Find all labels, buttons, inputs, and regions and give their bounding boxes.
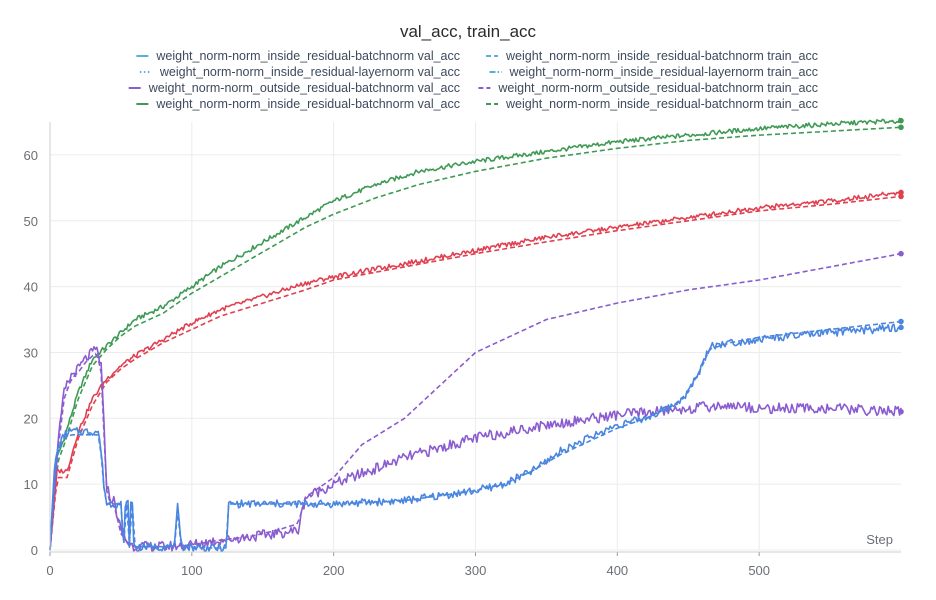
series-line — [49, 126, 902, 551]
y-tick-label: 40 — [24, 280, 38, 295]
x-tick-label: 100 — [181, 563, 203, 578]
series-line — [49, 346, 902, 553]
y-tick-label: 60 — [24, 148, 38, 163]
legend-item[interactable]: weight_norm-norm_inside_residual-batchno… — [486, 49, 818, 63]
series-end-point — [898, 124, 904, 131]
axes: 0 10 20 30 40 50 60 0 100 200 300 400 500 — [24, 122, 901, 578]
series-line — [49, 320, 902, 551]
series-end-point — [898, 117, 904, 124]
series-end-point — [898, 324, 904, 331]
x-tick-label: 500 — [748, 563, 770, 578]
series-line — [49, 190, 902, 551]
legend-label: weight_norm-norm_inside_residual-batchno… — [505, 97, 818, 111]
legend-item[interactable]: weight_norm-norm_inside_residual-batchno… — [136, 49, 460, 63]
legend-item[interactable]: weight_norm-norm_inside_residual-layerno… — [139, 65, 460, 79]
series-end-point — [898, 189, 904, 196]
series-line — [49, 195, 902, 551]
legend-item[interactable]: weight_norm-norm_outside_residual-batchn… — [478, 81, 818, 95]
x-tick-label: 200 — [323, 563, 345, 578]
legend-label: weight_norm-norm_outside_residual-batchn… — [497, 81, 818, 95]
x-tick-label: 400 — [606, 563, 628, 578]
series-end-point — [898, 250, 904, 257]
series-end-point — [898, 408, 904, 415]
legend: weight_norm-norm_inside_residual-batchno… — [128, 49, 818, 111]
series-line — [49, 117, 902, 551]
legend-label: weight_norm-norm_inside_residual-batchno… — [505, 49, 818, 63]
legend-label: weight_norm-norm_inside_residual-batchno… — [155, 97, 460, 111]
legend-item[interactable]: weight_norm-norm_inside_residual-layerno… — [489, 65, 818, 79]
y-tick-label: 30 — [24, 345, 38, 360]
series-group — [49, 117, 904, 553]
y-tick-label: 20 — [24, 411, 38, 426]
series-line — [49, 323, 902, 553]
y-tick-label: 10 — [24, 477, 38, 492]
y-tick-label: 50 — [24, 214, 38, 229]
y-tick-label: 0 — [31, 543, 38, 558]
legend-label: weight_norm-norm_inside_residual-layerno… — [509, 65, 818, 79]
series-end-point — [898, 193, 904, 200]
x-tick-label: 300 — [465, 563, 487, 578]
chart-title: val_acc, train_acc — [400, 22, 537, 41]
legend-label: weight_norm-norm_inside_residual-batchno… — [155, 49, 460, 63]
legend-label: weight_norm-norm_inside_residual-layerno… — [159, 65, 460, 79]
legend-label: weight_norm-norm_outside_residual-batchn… — [148, 81, 460, 95]
series-end-point — [898, 318, 904, 325]
x-axis-label: Step — [866, 532, 893, 547]
legend-item[interactable]: weight_norm-norm_inside_residual-batchno… — [136, 97, 460, 111]
legend-item[interactable]: weight_norm-norm_outside_residual-batchn… — [128, 81, 460, 95]
x-tick-label: 0 — [46, 563, 53, 578]
legend-item[interactable]: weight_norm-norm_inside_residual-batchno… — [486, 97, 818, 111]
